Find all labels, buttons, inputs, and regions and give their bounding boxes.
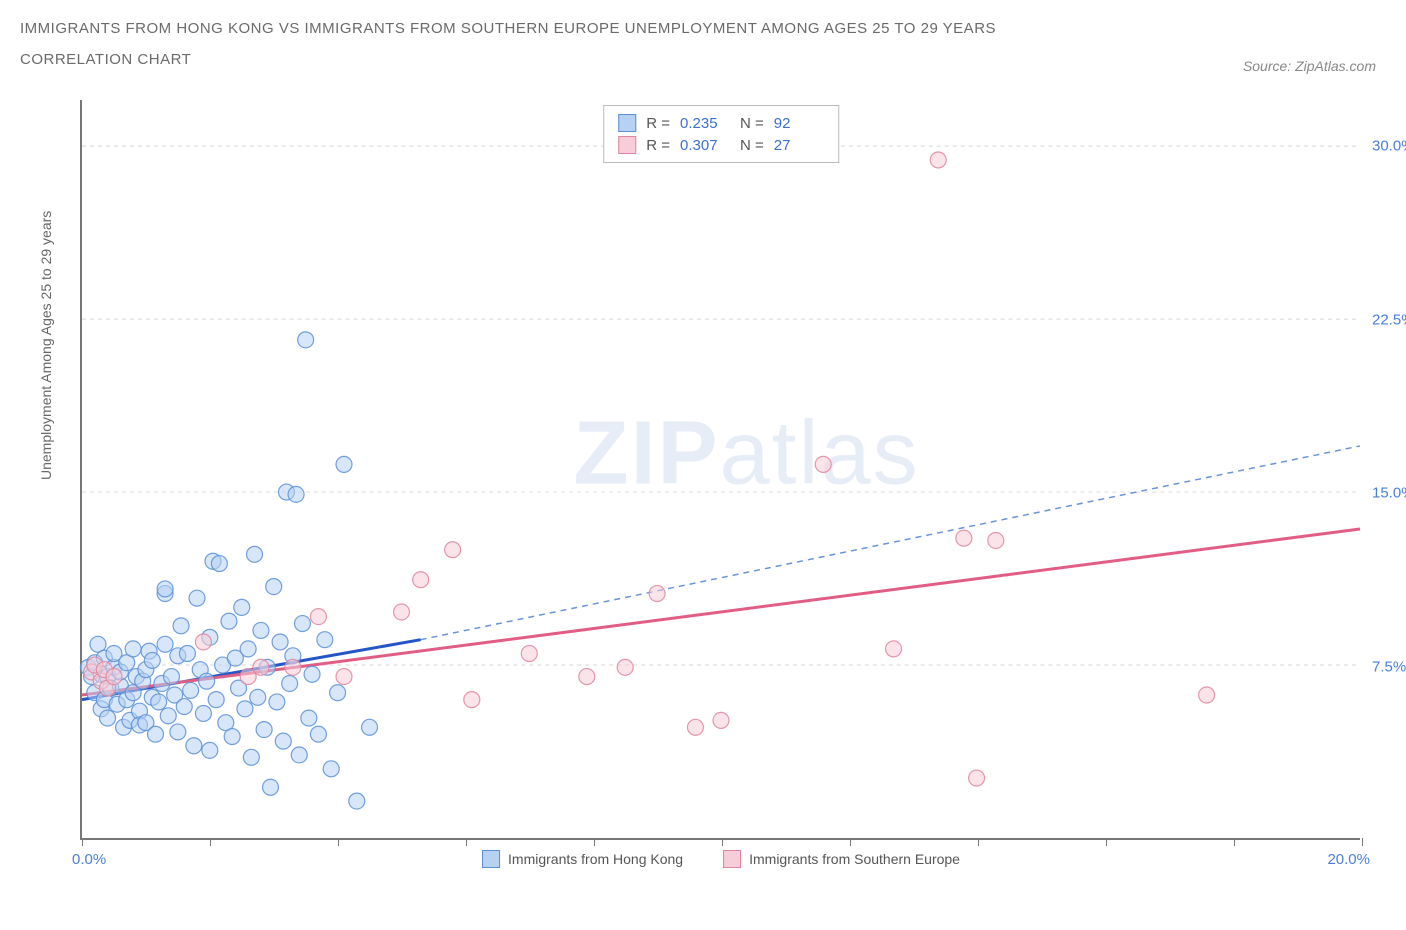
x-tick [466, 838, 467, 846]
plot-svg [82, 100, 1360, 838]
x-tick [82, 838, 83, 846]
legend-item-hk: Immigrants from Hong Kong [482, 850, 683, 868]
plot-area: ZIPatlas R = 0.235 N = 92 R = 0.307 N = … [80, 100, 1360, 840]
y-tick-label: 15.0% [1362, 485, 1406, 502]
stats-swatch-se [618, 136, 636, 154]
stats-R-label-2: R = [646, 137, 670, 154]
stats-N-hk: 92 [774, 115, 824, 132]
title-line-1: IMMIGRANTS FROM HONG KONG VS IMMIGRANTS … [20, 20, 996, 37]
x-tick [978, 838, 979, 846]
y-tick-label: 22.5% [1362, 311, 1406, 328]
x-tick [1362, 838, 1363, 846]
source-label: Source: ZipAtlas.com [1243, 58, 1376, 74]
stats-row-se: R = 0.307 N = 27 [618, 134, 824, 156]
x-axis-legend: Immigrants from Hong Kong Immigrants fro… [482, 850, 960, 868]
legend-label-hk: Immigrants from Hong Kong [508, 851, 683, 867]
legend-label-se: Immigrants from Southern Europe [749, 851, 960, 867]
legend-swatch-se [723, 850, 741, 868]
x-tick [1234, 838, 1235, 846]
stats-R-label: R = [646, 115, 670, 132]
stats-N-label: N = [740, 115, 764, 132]
stats-R-se: 0.307 [680, 137, 730, 154]
y-axis-label: Unemployment Among Ages 25 to 29 years [38, 211, 54, 480]
stats-N-label-2: N = [740, 137, 764, 154]
x-tick [338, 838, 339, 846]
correlation-chart: IMMIGRANTS FROM HONG KONG VS IMMIGRANTS … [20, 20, 1386, 910]
stats-N-se: 27 [774, 137, 824, 154]
x-axis-min: 0.0% [72, 851, 106, 868]
y-tick-label: 30.0% [1362, 138, 1406, 155]
x-tick [210, 838, 211, 846]
legend-swatch-hk [482, 850, 500, 868]
x-tick [722, 838, 723, 846]
chart-title: IMMIGRANTS FROM HONG KONG VS IMMIGRANTS … [20, 20, 996, 82]
x-tick [594, 838, 595, 846]
x-tick [850, 838, 851, 846]
stats-swatch-hk [618, 114, 636, 132]
x-axis-max: 20.0% [1327, 851, 1370, 868]
legend-item-se: Immigrants from Southern Europe [723, 850, 960, 868]
stats-row-hk: R = 0.235 N = 92 [618, 112, 824, 134]
title-line-2: CORRELATION CHART [20, 51, 996, 68]
stats-legend-box: R = 0.235 N = 92 R = 0.307 N = 27 [603, 105, 839, 163]
stats-R-hk: 0.235 [680, 115, 730, 132]
x-tick [1106, 838, 1107, 846]
y-tick-label: 7.5% [1362, 658, 1406, 675]
